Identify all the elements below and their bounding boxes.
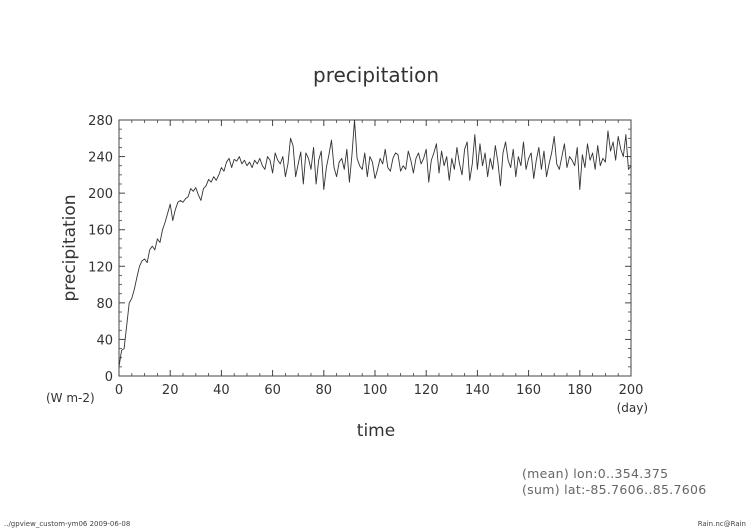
y-tick-label: 0 [105,370,113,385]
y-unit-label: (W m-2) [46,391,95,405]
series-line [118,119,632,367]
y-tick-label: 200 [88,187,113,202]
mean-range-note: (mean) lon:0..354.375 [522,466,669,481]
x-tick-label: 100 [363,383,388,398]
x-tick-label: 0 [115,383,123,398]
x-tick-label: 160 [516,383,541,398]
y-axis: 0 40 80 120 160 200 240 280 [88,114,631,385]
x-axis-label: time [357,421,395,441]
x-axis: 0 20 40 60 80 100 120 140 160 180 200 [115,120,644,398]
plot-frame [118,119,632,377]
chart-title: precipitation [313,63,439,87]
script-date-note: ../gpview_custom-ym06 2009-06-08 [4,520,131,528]
x-tick-label: 80 [316,383,333,398]
y-tick-label: 40 [96,333,113,348]
plot-area: 0 20 40 60 80 100 120 140 160 180 200 0 40 80 120 160 2… [88,114,643,398]
x-tick-label: 180 [567,383,592,398]
x-tick-label: 60 [264,383,281,398]
y-tick-label: 240 [88,151,113,166]
y-axis-label: precipitation [60,194,80,301]
x-tick-label: 140 [465,383,490,398]
x-tick-label: 200 [619,383,644,398]
x-tick-label: 40 [213,383,230,398]
source-variable-note: Rain.nc@Rain [697,520,746,528]
sum-range-note: (sum) lat:-85.7606..85.7606 [522,482,707,497]
y-tick-label: 280 [88,114,113,129]
y-tick-label: 120 [88,260,113,275]
y-tick-label: 160 [88,224,113,239]
x-unit-label: (day) [617,401,648,415]
x-tick-label: 20 [162,383,179,398]
x-tick-label: 120 [414,383,439,398]
y-tick-label: 80 [96,297,113,312]
